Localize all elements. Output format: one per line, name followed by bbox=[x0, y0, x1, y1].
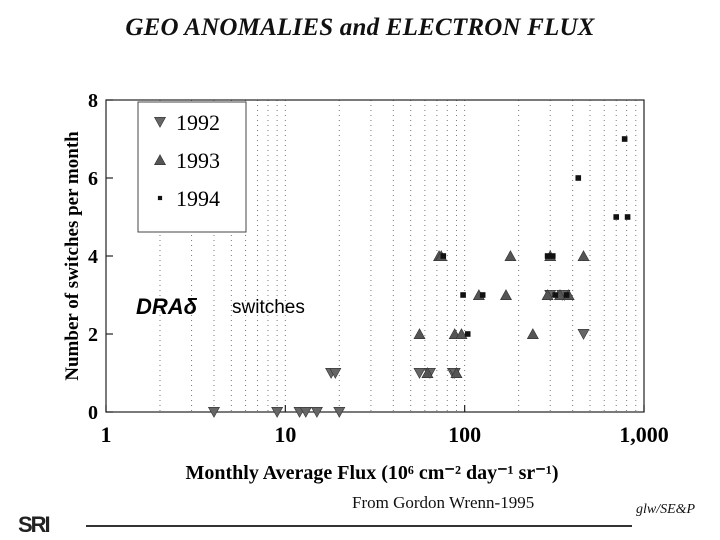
x-axis-label: Monthly Average Flux (10⁶ cm⁻² day⁻¹ sr⁻… bbox=[185, 462, 558, 484]
data-points bbox=[207, 136, 631, 418]
data-point-1994 bbox=[621, 136, 628, 142]
data-point-1994 bbox=[552, 292, 559, 298]
data-point-1992 bbox=[299, 407, 312, 418]
legend-marker-1992 bbox=[153, 117, 167, 128]
x-tick-label: 1,000 bbox=[619, 422, 669, 447]
data-point-1994 bbox=[544, 253, 551, 259]
data-point-1994 bbox=[479, 292, 486, 298]
y-tick-label: 6 bbox=[88, 168, 98, 190]
data-point-1993 bbox=[499, 289, 513, 300]
data-point-1993 bbox=[450, 367, 463, 378]
legend-marker-1994 bbox=[157, 195, 163, 201]
data-point-1992 bbox=[329, 368, 342, 379]
data-point-1994 bbox=[440, 253, 447, 259]
data-point-1993 bbox=[455, 328, 468, 339]
x-ticks: 1 10 100 1,000 bbox=[101, 405, 669, 447]
data-point-1993 bbox=[413, 328, 426, 339]
data-point-1994 bbox=[563, 292, 570, 298]
data-point-1994 bbox=[464, 331, 471, 337]
legend-label-1994: 1994 bbox=[176, 186, 220, 211]
y-tick-label: 2 bbox=[88, 324, 98, 346]
data-point-1994 bbox=[624, 214, 631, 220]
data-point-1993 bbox=[577, 250, 590, 261]
y-axis-label: Number of switches per month bbox=[62, 131, 83, 381]
sri-logo: SRI bbox=[18, 512, 51, 537]
data-point-1992 bbox=[310, 407, 323, 418]
y-tick-label: 4 bbox=[88, 246, 98, 268]
y-tick-label: 0 bbox=[88, 402, 98, 424]
credit-text: glw/SE&P bbox=[636, 502, 696, 517]
legend-label-1992: 1992 bbox=[176, 110, 220, 135]
data-point-1993 bbox=[541, 289, 554, 300]
data-point-1993 bbox=[504, 250, 517, 261]
legend: 1992 1993 1994 bbox=[153, 110, 220, 211]
y-tick-label: 8 bbox=[88, 90, 98, 112]
data-point-1993 bbox=[421, 367, 434, 378]
bottom-rule bbox=[86, 525, 632, 527]
legend-box bbox=[137, 101, 247, 233]
data-point-1992 bbox=[207, 407, 220, 418]
chart-title: GEO ANOMALIES and ELECTRON FLUX bbox=[125, 14, 595, 41]
data-point-1992 bbox=[413, 368, 426, 379]
y-ticks: 0 2 4 6 8 bbox=[88, 90, 113, 424]
annotation-symbol: DRAδ bbox=[136, 294, 198, 319]
data-point-1993 bbox=[526, 328, 539, 339]
x-tick-label: 100 bbox=[448, 422, 481, 447]
annotation-text: switches bbox=[232, 297, 305, 318]
data-point-1992 bbox=[333, 407, 346, 418]
data-point-1992 bbox=[577, 329, 590, 340]
data-point-1992 bbox=[271, 407, 284, 418]
source-note: From Gordon Wrenn-1995 bbox=[352, 493, 535, 512]
data-point-1994 bbox=[460, 292, 466, 298]
x-tick-label: 1 bbox=[101, 422, 112, 447]
legend-label-1993: 1993 bbox=[176, 148, 220, 173]
x-tick-label: 10 bbox=[274, 422, 296, 447]
legend-marker-1993 bbox=[153, 154, 167, 165]
data-point-1994 bbox=[613, 214, 620, 220]
data-point-1994 bbox=[549, 253, 556, 259]
data-point-1994 bbox=[575, 175, 582, 181]
